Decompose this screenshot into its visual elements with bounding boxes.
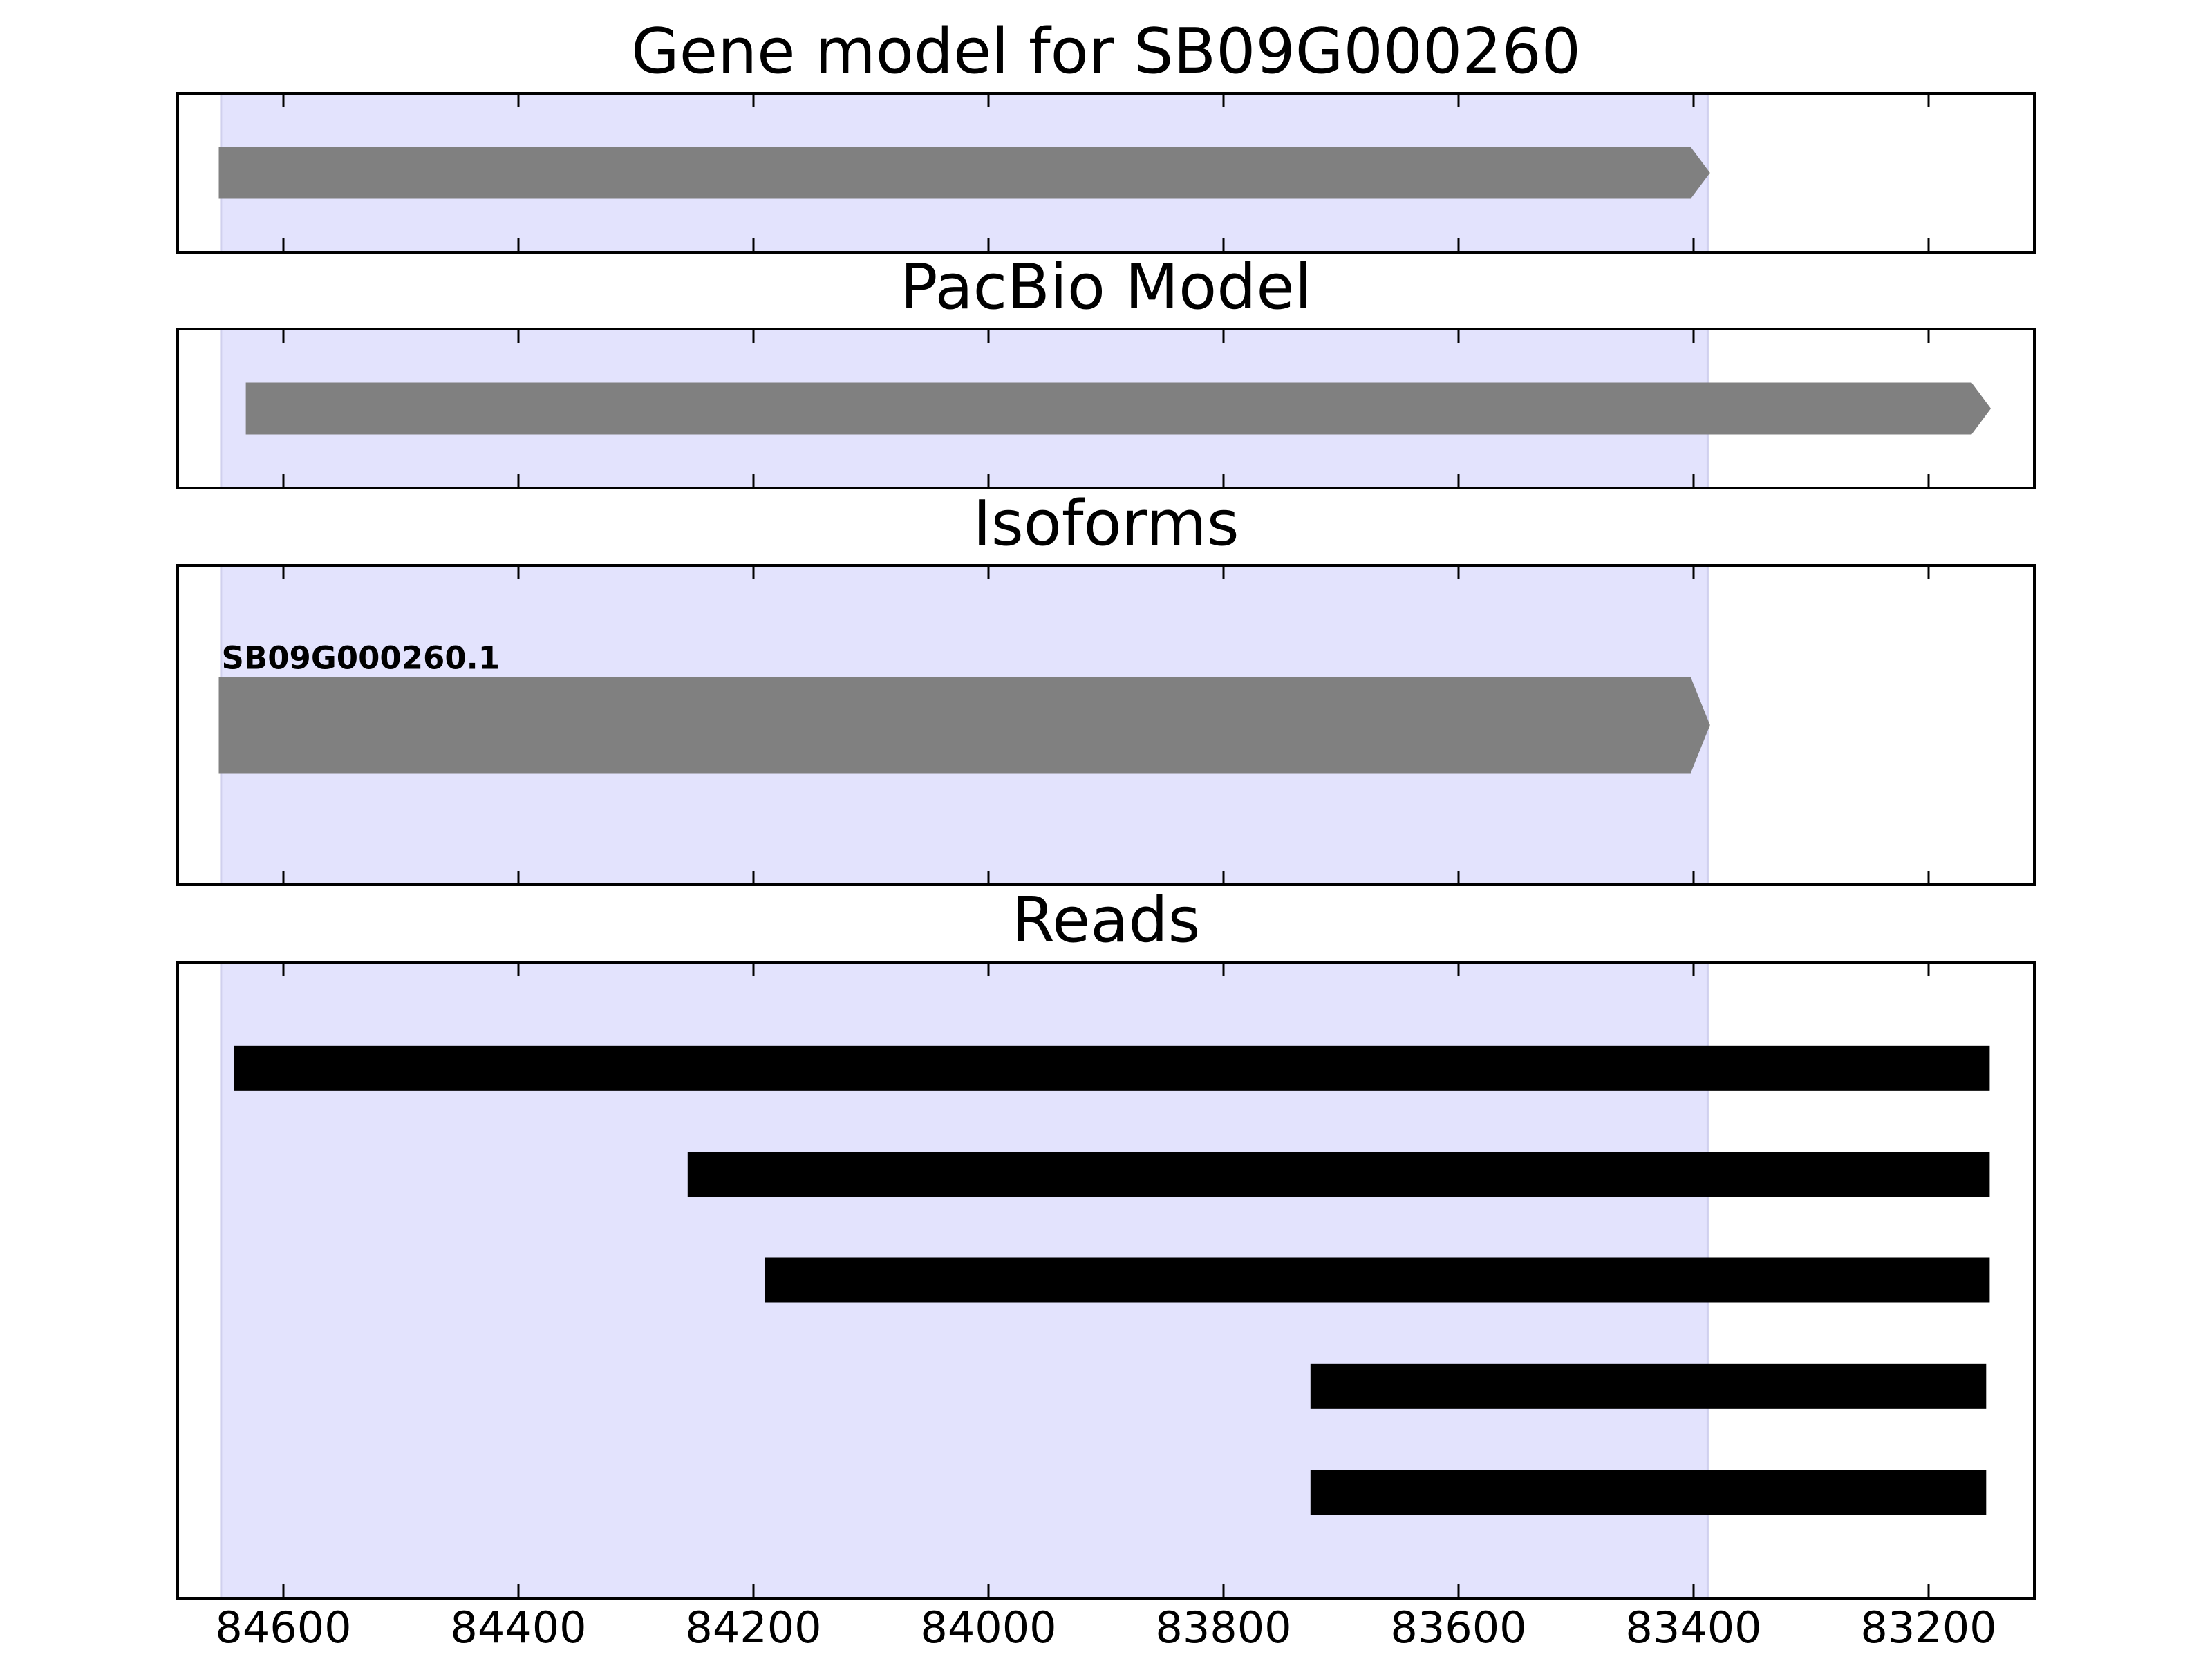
x-tick-label: 83800 bbox=[1155, 1602, 1291, 1653]
gene-feature bbox=[218, 677, 1710, 774]
x-tick-label: 84600 bbox=[215, 1602, 351, 1653]
panel-frame bbox=[176, 564, 2036, 886]
x-tick-label: 83600 bbox=[1390, 1602, 1526, 1653]
read bbox=[234, 1045, 1990, 1091]
gene-feature bbox=[218, 147, 1710, 199]
panel-title: Reads bbox=[1011, 884, 1200, 957]
x-tick-label: 83200 bbox=[1860, 1602, 1996, 1653]
x-tick-label: 83400 bbox=[1625, 1602, 1761, 1653]
feature-label: SB09G000260.1 bbox=[222, 640, 500, 677]
read bbox=[765, 1257, 1990, 1303]
read bbox=[1310, 1363, 1987, 1409]
panel-title: PacBio Model bbox=[900, 251, 1312, 324]
panel-frame bbox=[176, 92, 2036, 254]
read bbox=[1310, 1470, 1987, 1515]
x-tick-label: 84200 bbox=[685, 1602, 821, 1653]
panel-frame bbox=[176, 328, 2036, 489]
x-tick-label: 84400 bbox=[450, 1602, 586, 1653]
panel-frame bbox=[176, 961, 2036, 1600]
gene-feature bbox=[245, 382, 1991, 435]
panel-title: Gene model for SB09G000260 bbox=[631, 15, 1581, 88]
panel-title: Isoforms bbox=[973, 487, 1239, 560]
read bbox=[687, 1152, 1990, 1197]
x-tick-label: 84000 bbox=[920, 1602, 1056, 1653]
